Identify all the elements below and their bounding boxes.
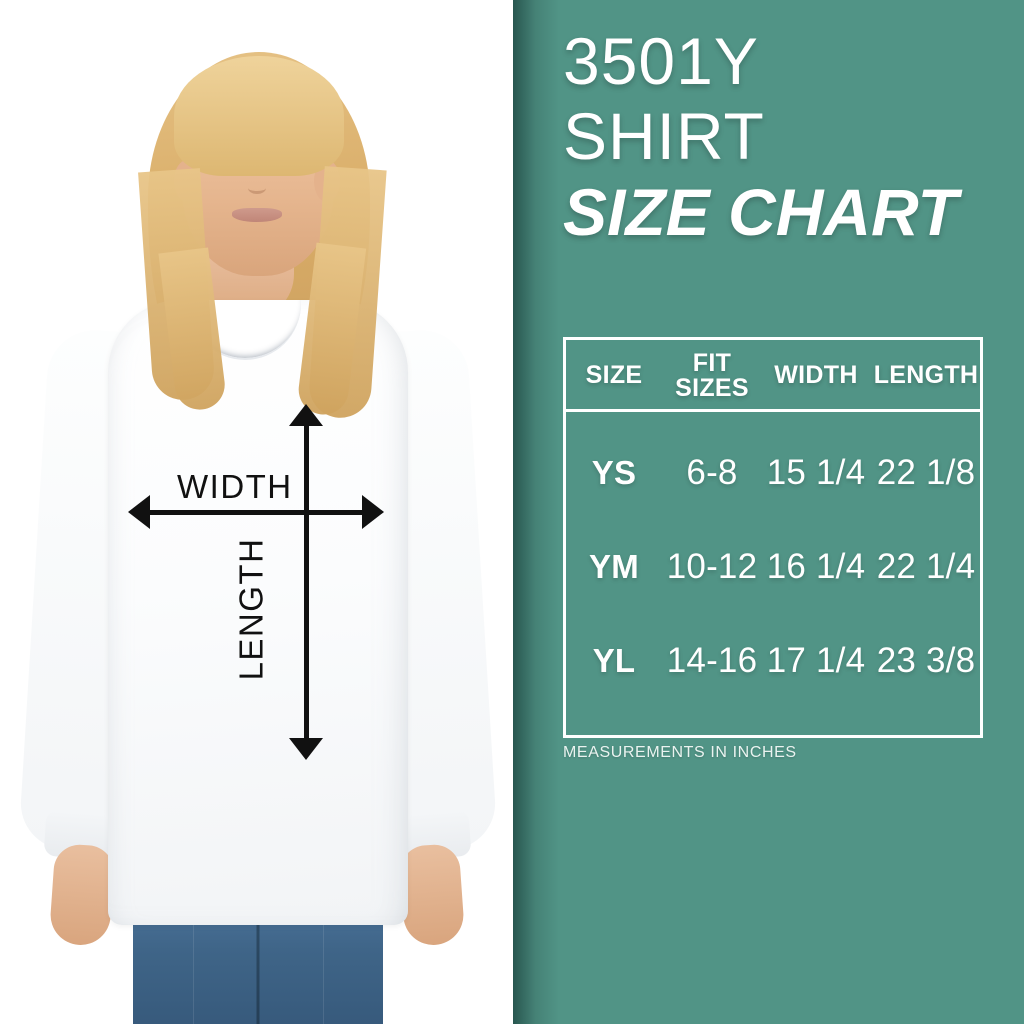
cell-fit: 14-16: [666, 641, 758, 680]
chart-title-block: 3501Y SHIRT SIZE CHART: [563, 24, 1003, 249]
cell-size: YM: [589, 548, 639, 585]
column-header-width: WIDTH: [774, 361, 858, 390]
cell-length: 23 3/8: [876, 641, 976, 680]
measurement-units-note: MEASUREMENTS IN INCHES: [563, 744, 797, 761]
width-measure-label: WIDTH: [177, 468, 293, 505]
page-title: SIZE CHART: [563, 174, 958, 249]
cell-width: 16 1/4: [766, 547, 866, 586]
cell-fit: 6-8: [686, 453, 738, 492]
table-row: YS 6-8 15 1/4 22 1/8: [566, 434, 980, 512]
table-row: YL 14-16 17 1/4 23 3/8: [566, 622, 980, 700]
width-measure-line: [140, 510, 370, 515]
table-body: YS 6-8 15 1/4 22 1/8 YM 10-12 16 1/4 22 …: [566, 412, 980, 735]
column-header-fit-line1: FIT: [692, 348, 732, 377]
jeans-seam-right: [323, 900, 324, 1024]
model-illustration: [0, 0, 513, 1024]
measurement-overlay: WIDTH LENGTH: [128, 404, 384, 760]
length-measure-label: LENGTH: [232, 537, 270, 681]
cell-fit: 10-12: [666, 547, 758, 586]
length-measure-line: [304, 415, 309, 745]
mouth: [232, 208, 282, 222]
garment-type-title: SHIRT: [563, 99, 765, 174]
column-header-fit-line2: SIZES: [675, 374, 749, 402]
column-header-length: LENGTH: [873, 361, 979, 390]
jeans-seam-left: [193, 900, 194, 1024]
model-code-title: 3501Y: [563, 24, 759, 98]
table-header-row: SIZE FIT SIZES WIDTH LENGTH: [566, 340, 980, 412]
column-header-size: SIZE: [585, 361, 643, 390]
size-chart-panel: 3501Y SHIRT SIZE CHART SIZE FIT SIZES WI…: [513, 0, 1024, 1024]
arrow-down-icon: [289, 738, 323, 760]
size-table: SIZE FIT SIZES WIDTH LENGTH YS 6-8 15 1/…: [563, 337, 983, 738]
column-header-fit-sizes: FIT SIZES: [662, 340, 762, 412]
arrow-right-icon: [362, 495, 384, 529]
arrow-left-icon: [128, 495, 150, 529]
cell-size: YS: [591, 454, 637, 491]
cell-width: 15 1/4: [766, 453, 866, 492]
arrow-up-icon: [289, 404, 323, 426]
model-photo: WIDTH LENGTH: [0, 0, 513, 1024]
table-row: YM 10-12 16 1/4 22 1/4: [566, 528, 980, 606]
cell-width: 17 1/4: [766, 641, 866, 680]
product-photo-panel: WIDTH LENGTH: [0, 0, 513, 1024]
panel-edge-shadow: [513, 0, 559, 1024]
hair-top: [174, 56, 344, 176]
cell-length: 22 1/8: [876, 453, 976, 492]
cell-size: YL: [592, 642, 636, 679]
nose: [248, 182, 266, 194]
cell-length: 22 1/4: [876, 547, 976, 586]
